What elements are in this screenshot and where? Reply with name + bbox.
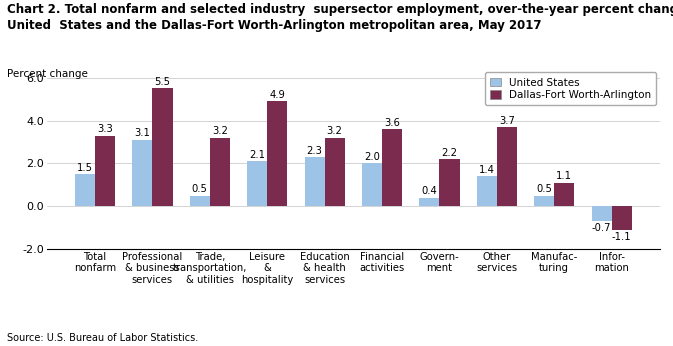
Bar: [592, 206, 612, 221]
Bar: [534, 195, 555, 206]
Bar: [267, 101, 287, 206]
Bar: [190, 195, 210, 206]
Bar: [382, 129, 402, 206]
Text: 3.3: 3.3: [97, 124, 113, 134]
Bar: [439, 159, 460, 206]
Bar: [476, 176, 497, 206]
Bar: [305, 157, 324, 206]
Text: 3.2: 3.2: [326, 126, 343, 136]
Text: 0.5: 0.5: [536, 184, 552, 194]
Text: 3.2: 3.2: [212, 126, 228, 136]
Bar: [362, 163, 382, 206]
Text: 2.3: 2.3: [307, 146, 322, 155]
Text: 3.7: 3.7: [499, 116, 515, 126]
Bar: [497, 127, 517, 206]
Bar: [210, 138, 230, 206]
Text: -0.7: -0.7: [592, 224, 611, 234]
Text: 3.1: 3.1: [135, 128, 150, 138]
Bar: [95, 136, 115, 206]
Text: 0.4: 0.4: [421, 186, 437, 196]
Text: 2.1: 2.1: [249, 150, 265, 160]
Bar: [324, 138, 345, 206]
Bar: [555, 183, 574, 206]
Text: 3.6: 3.6: [384, 118, 400, 128]
Text: 1.4: 1.4: [479, 165, 495, 175]
Text: 1.5: 1.5: [77, 163, 93, 173]
Text: 4.9: 4.9: [269, 90, 285, 100]
Bar: [247, 161, 267, 206]
Text: Source: U.S. Bureau of Labor Statistics.: Source: U.S. Bureau of Labor Statistics.: [7, 333, 198, 343]
Text: 1.1: 1.1: [557, 171, 572, 181]
Text: Chart 2. Total nonfarm and selected industry  supersector employment, over-the-y: Chart 2. Total nonfarm and selected indu…: [7, 3, 673, 33]
Bar: [612, 206, 632, 230]
Bar: [133, 140, 152, 206]
Text: -1.1: -1.1: [612, 232, 631, 242]
Text: 2.2: 2.2: [441, 148, 458, 158]
Text: 2.0: 2.0: [364, 152, 380, 162]
Bar: [152, 89, 172, 206]
Text: 0.5: 0.5: [192, 184, 208, 194]
Bar: [419, 198, 439, 206]
Legend: United States, Dallas-Fort Worth-Arlington: United States, Dallas-Fort Worth-Arlingt…: [485, 72, 656, 105]
Text: 5.5: 5.5: [155, 77, 170, 87]
Bar: [75, 174, 95, 206]
Text: Percent change: Percent change: [7, 69, 87, 79]
